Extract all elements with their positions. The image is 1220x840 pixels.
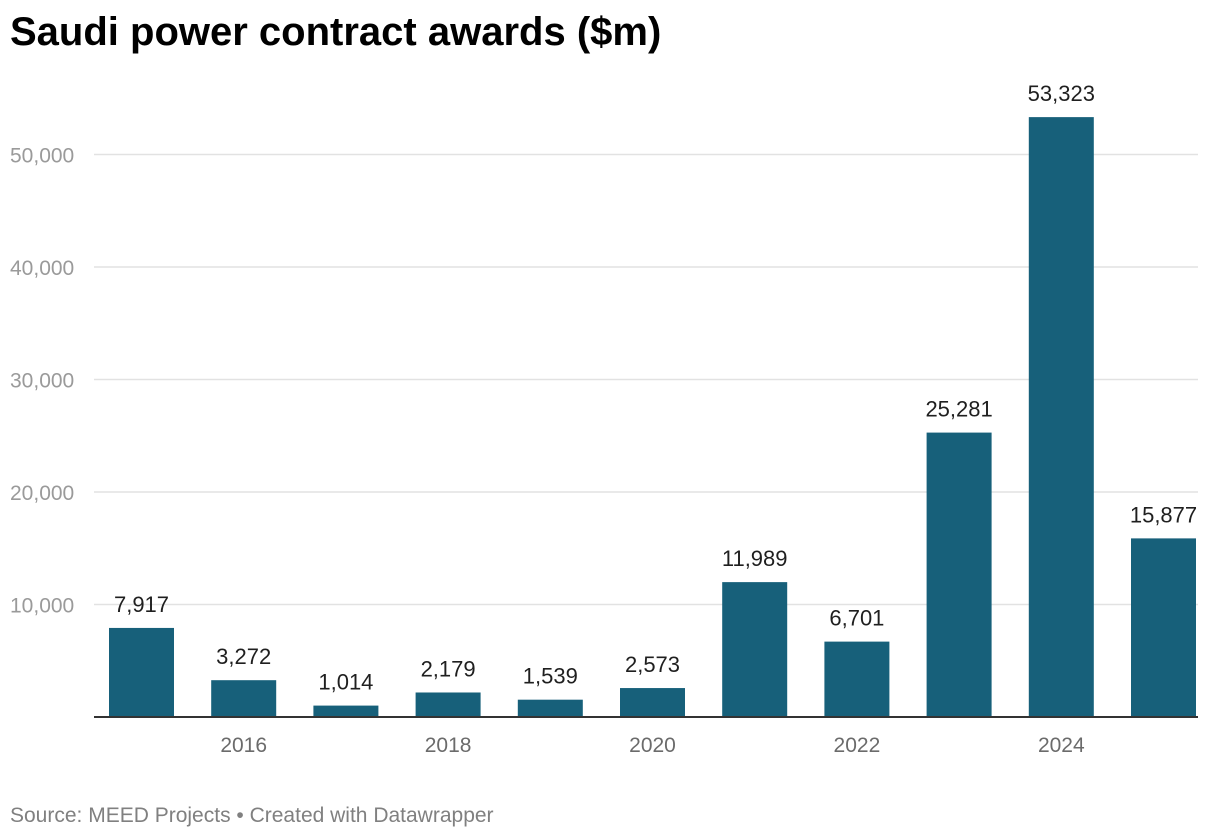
- bar-2017: [313, 705, 379, 717]
- x-tick-label-2022: 2022: [834, 734, 881, 757]
- x-tick-label-2018: 2018: [425, 734, 472, 757]
- bar-2016: [211, 680, 277, 717]
- data-label-2015: 7,917: [114, 592, 169, 617]
- data-label-2018: 2,179: [421, 656, 476, 681]
- data-label-2024: 53,323: [1028, 81, 1095, 106]
- bar-2025: [1131, 538, 1196, 717]
- bar-2024: [1028, 117, 1094, 717]
- x-tick-label-2016: 2016: [220, 734, 267, 757]
- bars: [109, 117, 1196, 717]
- bar-2021: [722, 582, 788, 717]
- data-label-2016: 3,272: [216, 644, 271, 669]
- data-label-2019: 1,539: [523, 664, 578, 689]
- data-label-2021: 11,989: [722, 546, 788, 571]
- bar-2022: [824, 641, 890, 717]
- bar-2020: [620, 688, 685, 717]
- chart-title: Saudi power contract awards ($m): [10, 10, 662, 54]
- y-tick-label-50000: 50,000: [10, 145, 74, 168]
- grid-lines: [94, 153, 1198, 606]
- x-tick-label-2020: 2020: [629, 734, 676, 757]
- bar-2015: [109, 627, 174, 717]
- y-tick-label-20000: 20,000: [10, 482, 74, 505]
- bar-2019: [517, 699, 583, 717]
- data-label-2020: 2,573: [625, 652, 680, 677]
- y-axis-ticks: 10,000 20,000 30,000 40,000 50,000: [10, 145, 74, 618]
- y-tick-label-30000: 30,000: [10, 370, 74, 393]
- data-label-2022: 6,701: [829, 606, 884, 631]
- data-labels: 7,917 3,272 1,014 2,179 1,539 2,573 11,989 6,70…: [114, 81, 1197, 694]
- data-label-2023: 25,281: [925, 397, 992, 422]
- x-axis-ticks: 2016 2018 2020 2022 2024: [220, 734, 1085, 757]
- y-tick-label-10000: 10,000: [10, 595, 74, 618]
- data-label-2017: 1,014: [318, 670, 373, 695]
- bar-2023: [926, 432, 992, 717]
- source-note: Source: MEED Projects • Created with Dat…: [10, 804, 494, 827]
- bar-2018: [415, 692, 481, 717]
- x-tick-label-2024: 2024: [1038, 734, 1085, 757]
- y-tick-label-40000: 40,000: [10, 257, 74, 280]
- data-label-2025: 15,877: [1130, 502, 1197, 527]
